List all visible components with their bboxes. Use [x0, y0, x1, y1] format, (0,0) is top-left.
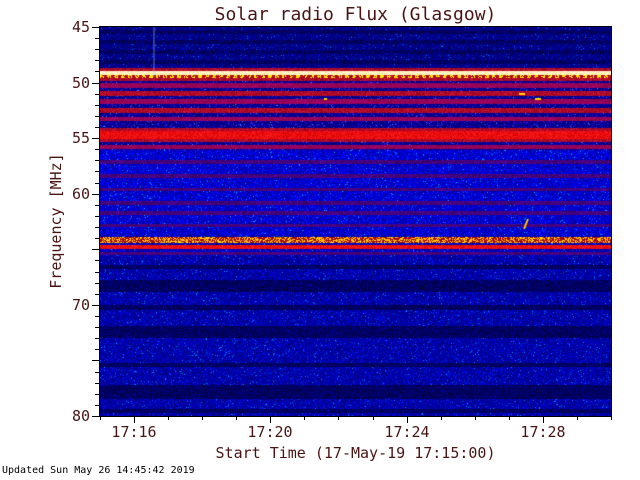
y-axis-minor-tick	[95, 60, 99, 61]
y-axis-major-tick	[92, 305, 99, 306]
x-axis-minor-tick	[202, 417, 203, 420]
y-axis-minor-tick	[95, 272, 99, 273]
y-axis-minor-tick	[95, 349, 99, 350]
x-axis-major-tick	[134, 417, 135, 423]
y-axis-minor-tick	[95, 105, 99, 106]
x-axis-minor-tick	[373, 417, 374, 420]
x-axis-minor-tick	[168, 417, 169, 420]
x-axis-tick-label: 17:20	[247, 423, 293, 441]
x-axis-major-tick	[407, 417, 408, 423]
y-axis-minor-tick	[95, 149, 99, 150]
y-axis-minor-tick	[95, 216, 99, 217]
x-axis-minor-tick	[475, 417, 476, 420]
x-axis-major-tick	[543, 417, 544, 423]
y-axis-minor-tick	[95, 405, 99, 406]
y-axis-tick-label: 60	[71, 185, 90, 203]
y-axis-minor-tick	[95, 127, 99, 128]
y-axis-minor-tick	[95, 260, 99, 261]
x-axis-minor-tick	[611, 417, 612, 420]
x-axis-minor-tick	[236, 417, 237, 420]
spectrogram-canvas	[100, 27, 611, 416]
x-axis-minor-tick	[441, 417, 442, 420]
x-axis-tick-label: 17:24	[384, 423, 430, 441]
y-axis-minor-tick	[95, 283, 99, 284]
y-axis-minor-tick	[95, 227, 99, 228]
y-axis-major-tick	[92, 27, 99, 28]
y-axis-major-tick	[92, 360, 99, 361]
y-axis-minor-tick	[95, 338, 99, 339]
y-axis-major-tick	[92, 416, 99, 417]
y-axis-tick-label: 45	[71, 18, 90, 36]
y-axis-minor-tick	[95, 316, 99, 317]
x-axis-major-tick	[270, 417, 271, 423]
y-axis-major-tick	[92, 249, 99, 250]
y-axis-minor-tick	[95, 372, 99, 373]
y-axis-minor-tick	[95, 394, 99, 395]
x-axis-tick-label: 17:28	[520, 423, 566, 441]
y-axis-minor-tick	[95, 94, 99, 95]
y-axis-tick-label: 80	[71, 407, 90, 425]
x-axis-label: Start Time (17-May-19 17:15:00)	[215, 444, 496, 462]
x-axis-minor-tick	[100, 417, 101, 420]
x-axis-minor-tick	[509, 417, 510, 420]
x-axis-minor-tick	[577, 417, 578, 420]
y-axis-minor-tick	[95, 383, 99, 384]
x-axis-minor-tick	[338, 417, 339, 420]
x-axis-minor-tick	[304, 417, 305, 420]
y-axis-minor-tick	[95, 71, 99, 72]
y-axis-minor-tick	[95, 327, 99, 328]
y-axis-major-tick	[92, 138, 99, 139]
y-axis-minor-tick	[95, 49, 99, 50]
plot-area	[99, 26, 612, 417]
chart-title: Solar radio Flux (Glasgow)	[214, 4, 497, 25]
updated-timestamp: Updated Sun May 26 14:45:42 2019	[2, 465, 195, 476]
y-axis-minor-tick	[95, 294, 99, 295]
y-axis-minor-tick	[95, 205, 99, 206]
y-axis-minor-tick	[95, 160, 99, 161]
y-axis-minor-tick	[95, 183, 99, 184]
x-axis-tick-label: 17:16	[111, 423, 157, 441]
y-axis-minor-tick	[95, 238, 99, 239]
y-axis-major-tick	[92, 194, 99, 195]
y-axis-minor-tick	[95, 116, 99, 117]
y-axis-minor-tick	[95, 38, 99, 39]
y-axis-minor-tick	[95, 171, 99, 172]
y-axis-tick-label: 70	[71, 296, 90, 314]
y-axis-major-tick	[92, 83, 99, 84]
y-axis-tick-label: 50	[71, 74, 90, 92]
y-axis-tick-label: 55	[71, 129, 90, 147]
y-axis-label: Frequency [MHz]	[47, 153, 65, 289]
